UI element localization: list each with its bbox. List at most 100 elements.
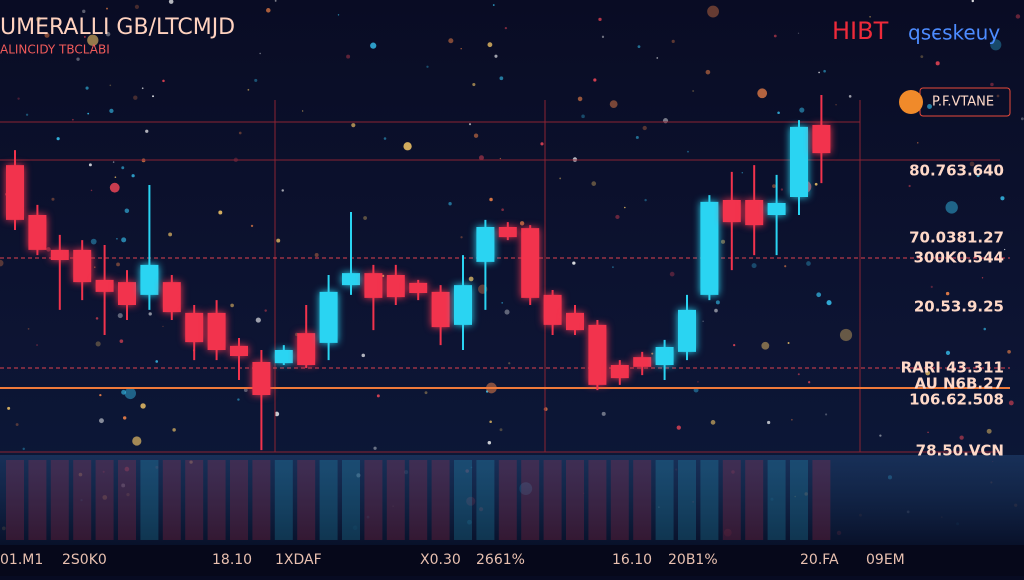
bokeh-dot bbox=[591, 181, 597, 186]
bokeh-dot bbox=[133, 95, 138, 100]
bokeh-dot bbox=[124, 208, 130, 213]
footer-label: 20B1% bbox=[668, 552, 718, 568]
candle-reflection bbox=[342, 460, 360, 540]
footer-label: 20.FA bbox=[800, 552, 839, 568]
candle-reflection bbox=[6, 460, 24, 540]
candle-body bbox=[476, 227, 495, 262]
bokeh-dot bbox=[25, 113, 29, 116]
candle-reflection bbox=[767, 460, 786, 540]
candle-body bbox=[633, 357, 652, 367]
bokeh-dot bbox=[121, 389, 127, 395]
bokeh-dot bbox=[1000, 196, 1005, 201]
candle-reflection bbox=[162, 460, 181, 540]
price-label: 106.62.508 bbox=[909, 391, 1004, 409]
candle-body bbox=[274, 350, 293, 364]
bokeh-dot bbox=[879, 434, 882, 437]
candle-reflection bbox=[745, 460, 764, 540]
bokeh-dot bbox=[797, 32, 800, 34]
bokeh-dot bbox=[710, 420, 716, 425]
candle-reflection bbox=[95, 460, 114, 540]
candle-reflection bbox=[790, 460, 808, 540]
bokeh-dot bbox=[109, 182, 120, 193]
bokeh-dot bbox=[976, 173, 980, 177]
bokeh-dot bbox=[656, 57, 659, 59]
bokeh-dot bbox=[87, 34, 99, 46]
bokeh-dot bbox=[424, 391, 428, 395]
candle-reflection bbox=[274, 460, 293, 540]
bokeh-dot bbox=[917, 142, 919, 144]
bokeh-dot bbox=[237, 398, 240, 401]
bokeh-dot bbox=[1008, 400, 1014, 406]
bokeh-dot bbox=[908, 184, 911, 188]
bokeh-dot bbox=[51, 197, 55, 201]
reflection bbox=[0, 455, 1024, 545]
bokeh-dot bbox=[426, 65, 429, 68]
bokeh-dot bbox=[540, 142, 544, 146]
bokeh-dot bbox=[741, 172, 743, 174]
bokeh-dot bbox=[119, 339, 124, 343]
candle-body bbox=[162, 282, 181, 313]
bokeh-dot bbox=[990, 39, 1002, 51]
bokeh-dot bbox=[825, 413, 828, 416]
bokeh-dot bbox=[90, 189, 93, 192]
bokeh-dot bbox=[82, 9, 86, 14]
candle-reflection bbox=[543, 460, 562, 540]
bokeh-dot bbox=[383, 137, 387, 140]
bokeh-dot bbox=[472, 82, 476, 87]
candle-body bbox=[790, 126, 808, 197]
candle-reflection bbox=[140, 460, 159, 540]
bokeh-dot bbox=[448, 202, 452, 206]
candle-body bbox=[767, 203, 786, 215]
bokeh-dot bbox=[117, 313, 123, 319]
brand-suffix: qsєskeuy bbox=[908, 21, 1000, 45]
bokeh-dot bbox=[370, 42, 377, 49]
bokeh-dot bbox=[814, 182, 818, 186]
bokeh-dot bbox=[106, 7, 108, 10]
candle-reflection bbox=[454, 460, 472, 540]
bokeh-dot bbox=[761, 341, 770, 350]
bokeh-dot bbox=[1020, 117, 1024, 121]
bokeh-dot bbox=[132, 436, 142, 446]
bokeh-dot bbox=[255, 317, 261, 323]
bokeh-dot bbox=[487, 42, 493, 48]
candle-body bbox=[364, 273, 383, 298]
candle-body bbox=[521, 228, 540, 298]
bokeh-dot bbox=[148, 312, 152, 316]
bokeh-dot bbox=[485, 390, 489, 393]
bokeh-dot bbox=[243, 388, 248, 392]
bokeh-dot bbox=[140, 403, 146, 409]
candle-body bbox=[610, 365, 629, 379]
bokeh-dot bbox=[162, 325, 164, 328]
bokeh-dot bbox=[1004, 248, 1006, 251]
bokeh-dot bbox=[598, 17, 602, 22]
bokeh-dot bbox=[504, 26, 508, 30]
bokeh-dot bbox=[720, 239, 726, 244]
candle-reflection bbox=[700, 460, 719, 540]
bokeh-dot bbox=[489, 420, 492, 424]
bokeh-dot bbox=[869, 16, 871, 18]
bokeh-dot bbox=[593, 78, 597, 82]
footer-label: 16.10 bbox=[612, 552, 652, 568]
footer-label: 18.10 bbox=[212, 552, 252, 568]
bokeh-dot bbox=[121, 237, 127, 243]
bokeh-dot bbox=[612, 266, 614, 268]
bokeh-dot bbox=[848, 95, 852, 98]
candle-body bbox=[185, 312, 204, 343]
candle-body bbox=[543, 294, 562, 325]
bokeh-dot bbox=[492, 4, 495, 6]
bokeh-dot bbox=[572, 261, 576, 265]
bokeh-dot bbox=[7, 406, 11, 410]
candle-body bbox=[140, 264, 159, 295]
bokeh-dot bbox=[624, 206, 626, 209]
candle-reflection bbox=[297, 460, 316, 540]
bokeh-dot bbox=[168, 232, 173, 237]
bokeh-dot bbox=[777, 111, 780, 115]
bokeh-dot bbox=[266, 8, 271, 13]
bokeh-dot bbox=[945, 350, 951, 356]
bokeh-dot bbox=[807, 381, 811, 384]
candle-body bbox=[207, 312, 226, 350]
bokeh-dot bbox=[35, 16, 42, 22]
bokeh-dot bbox=[22, 447, 25, 451]
bokeh-dot bbox=[95, 341, 101, 347]
candle-reflection bbox=[409, 460, 428, 540]
